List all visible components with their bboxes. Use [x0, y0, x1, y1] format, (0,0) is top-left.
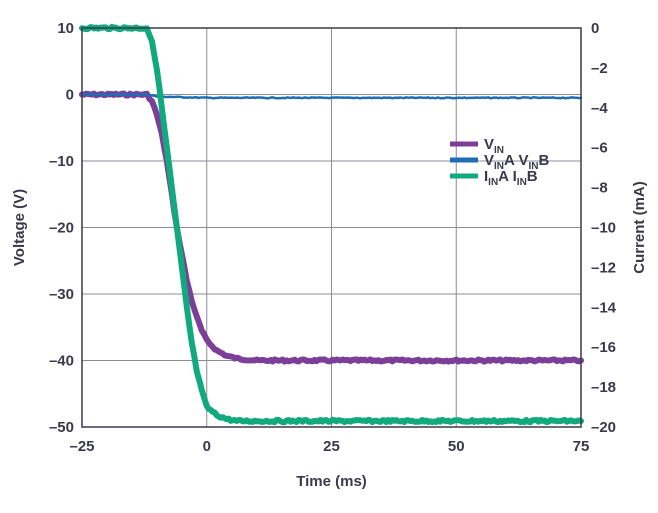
y-axis-label: Voltage (V)	[11, 189, 28, 266]
y2-tick-label: –14	[591, 299, 617, 316]
y-tick-label: –50	[49, 419, 74, 436]
series-line-1	[80, 92, 583, 100]
y-axis-left: 10 0 –10 –20 –30 –40 –50	[49, 20, 74, 436]
x-tick-label: 25	[323, 438, 340, 455]
y2-tick-label: –10	[591, 220, 616, 237]
x-axis: –25 0 25 50 75	[69, 438, 589, 455]
y-axis-right: 0 –2 –4 –6 –8 –10 –12 –14 –16 –18 –20	[591, 20, 617, 436]
y2-tick-label: –16	[591, 339, 616, 356]
x-tick-label: 0	[203, 438, 211, 455]
y-tick-label: 10	[57, 20, 74, 37]
legend-label-2: IINA IINB	[484, 168, 538, 188]
y2-tick-label: –20	[591, 419, 616, 436]
plot-frame	[81, 27, 582, 428]
y2-tick-label: –18	[591, 379, 616, 396]
series-line-2	[79, 23, 584, 426]
y2-tick-label: –8	[591, 180, 608, 197]
y-tick-label: 0	[66, 87, 74, 104]
y2-tick-label: –4	[591, 100, 608, 117]
y2-tick-label: –6	[591, 140, 608, 157]
series-group	[79, 23, 584, 426]
y2-tick-label: –12	[591, 259, 616, 276]
y-tick-label: –10	[49, 153, 74, 170]
y2-tick-label: –2	[591, 60, 608, 77]
y2-tick-label: 0	[591, 20, 599, 37]
legend-label-1: VINA VINB	[484, 152, 549, 172]
y2-axis-label: Current (mA)	[631, 181, 648, 274]
x-axis-label: Time (ms)	[296, 473, 367, 490]
y-tick-label: –20	[49, 220, 74, 237]
legend-label-0: VIN	[484, 136, 504, 156]
x-tick-label: 75	[573, 438, 590, 455]
x-tick-label: 50	[448, 438, 465, 455]
y-tick-label: –40	[49, 353, 74, 370]
y-tick-label: –30	[49, 286, 74, 303]
x-tick-label: –25	[69, 438, 94, 455]
